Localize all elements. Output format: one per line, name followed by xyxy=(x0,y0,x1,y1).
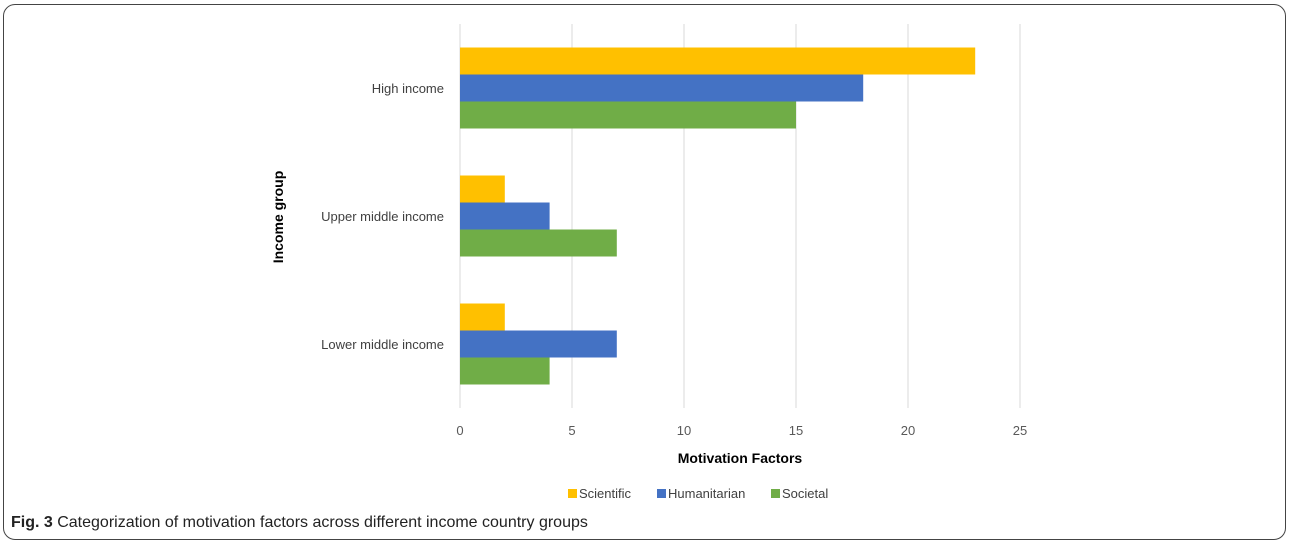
bar-humanitarian-1 xyxy=(460,202,550,230)
category-label: Upper middle income xyxy=(321,209,444,224)
bar-scientific-2 xyxy=(460,303,505,331)
bar-chart: 0 5 10 15 20 25 High income Upper middle incom… xyxy=(270,24,1027,501)
bars xyxy=(460,47,976,385)
legend-swatch-societal xyxy=(771,489,780,498)
bar-humanitarian-0 xyxy=(460,74,864,102)
bar-humanitarian-2 xyxy=(460,330,617,358)
x-tick-label: 10 xyxy=(677,423,691,438)
y-axis-title: Income group xyxy=(270,171,286,264)
legend: Scientific Humanitarian Societal xyxy=(568,486,828,501)
x-tick-label: 20 xyxy=(901,423,915,438)
category-label: Lower middle income xyxy=(321,337,444,352)
bar-societal-2 xyxy=(460,357,550,385)
category-label: High income xyxy=(372,81,444,96)
x-tick-label: 15 xyxy=(789,423,803,438)
caption-text: Categorization of motivation factors acr… xyxy=(52,514,588,531)
legend-swatch-scientific xyxy=(568,489,577,498)
x-tick-label: 5 xyxy=(568,423,575,438)
legend-label-humanitarian: Humanitarian xyxy=(668,486,745,501)
bar-scientific-1 xyxy=(460,175,505,203)
x-tick-label: 0 xyxy=(456,423,463,438)
bar-societal-1 xyxy=(460,229,617,257)
bar-scientific-0 xyxy=(460,47,976,75)
legend-label-scientific: Scientific xyxy=(579,486,632,501)
x-axis-title: Motivation Factors xyxy=(678,450,803,466)
legend-label-societal: Societal xyxy=(782,486,828,501)
x-tick-label: 25 xyxy=(1013,423,1027,438)
bar-societal-0 xyxy=(460,101,796,129)
category-labels: High income Upper middle income Lower midd… xyxy=(321,81,444,352)
figure-caption: Fig. 3 Categorization of motivation fact… xyxy=(11,514,588,532)
legend-swatch-humanitarian xyxy=(657,489,666,498)
x-tick-labels: 0 5 10 15 20 25 xyxy=(456,423,1027,438)
figure-frame xyxy=(3,4,1286,540)
caption-label: Fig. 3 xyxy=(11,514,53,531)
